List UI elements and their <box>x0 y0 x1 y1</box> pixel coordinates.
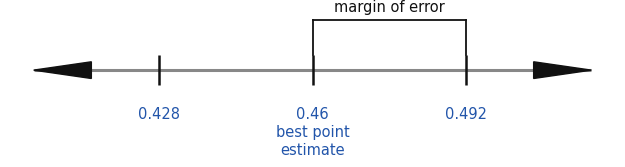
Text: 0.46
best point
estimate: 0.46 best point estimate <box>276 107 349 158</box>
Polygon shape <box>534 62 591 78</box>
Text: 0.428: 0.428 <box>138 107 179 122</box>
Text: 0.492: 0.492 <box>446 107 488 122</box>
Text: margin of error: margin of error <box>334 0 445 15</box>
Polygon shape <box>34 62 91 78</box>
